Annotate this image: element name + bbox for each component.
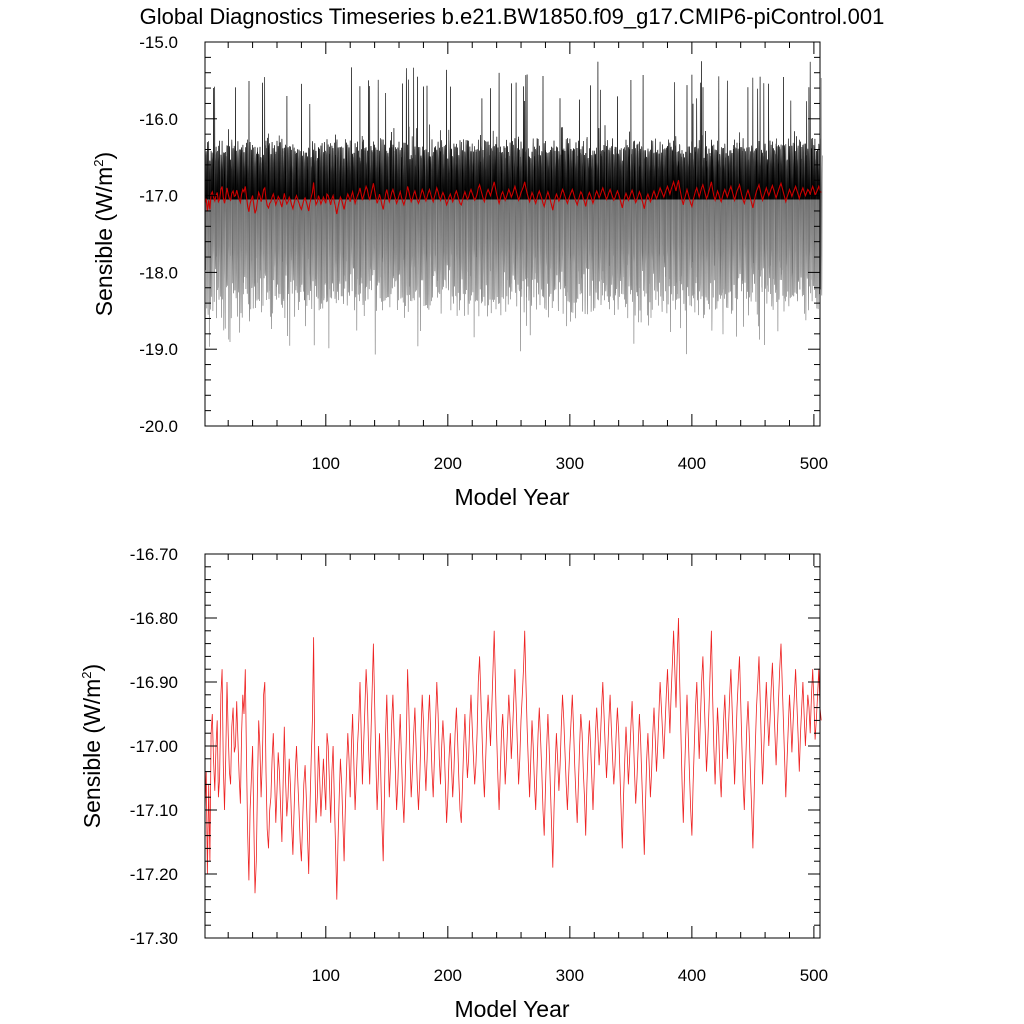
top-monthly-series-upper [205, 61, 820, 200]
bottom-y-tick-label: -16.70 [130, 545, 178, 564]
bottom-y-axis-label-close: ) [79, 664, 105, 672]
top-x-tick-label: 300 [556, 454, 584, 473]
top-y-axis-label: Sensible (W/m2) [91, 152, 117, 316]
bottom-x-tick-label: 400 [678, 966, 706, 985]
bottom-plot-frame [204, 553, 821, 939]
bottom-x-tick-label: 100 [312, 966, 340, 985]
bottom-x-tick-label: 200 [434, 966, 462, 985]
bottom-x-tick-label: 500 [800, 966, 828, 985]
bottom-panel: -17.30 -17.20 -17.10 -17.00 -16.90 -16.80 -16.… [79, 545, 828, 1022]
figure-title: Global Diagnostics Timeseries b.e21.BW18… [140, 4, 885, 29]
bottom-y-axis-label: Sensible (W/m2) [79, 664, 105, 828]
bottom-x-tick-label: 300 [556, 966, 584, 985]
top-y-tick-label: -16.0 [139, 110, 178, 129]
top-panel: -20.0 -19.0 -18.0 -17.0 -16.0 -15.0 100 200 300… [91, 33, 828, 510]
top-y-ticks: -20.0 -19.0 -18.0 -17.0 -16.0 -15.0 [139, 33, 820, 436]
top-x-axis-label: Model Year [454, 484, 569, 510]
bottom-y-axis-label-sup: 2 [79, 671, 94, 678]
bottom-y-tick-label: -16.90 [130, 673, 178, 692]
bottom-annual-mean-line [204, 617, 822, 900]
top-plot-frame [204, 41, 821, 427]
top-y-tick-label: -19.0 [139, 340, 178, 359]
bottom-y-tick-label: -17.20 [130, 865, 178, 884]
top-x-tick-label: 200 [434, 454, 462, 473]
top-x-tick-label: 500 [800, 454, 828, 473]
top-y-tick-label: -17.0 [139, 187, 178, 206]
top-y-tick-label: -20.0 [139, 417, 178, 436]
top-x-tick-label: 100 [312, 454, 340, 473]
top-y-axis-label-close: ) [91, 152, 117, 160]
bottom-y-tick-label: -17.00 [130, 737, 178, 756]
bottom-y-tick-label: -17.10 [130, 801, 178, 820]
bottom-y-tick-label: -17.30 [130, 929, 178, 948]
bottom-x-axis-label: Model Year [454, 996, 569, 1022]
top-annual-mean-line [204, 179, 822, 215]
top-x-tick-label: 400 [678, 454, 706, 473]
top-y-tick-label: -15.0 [139, 33, 178, 52]
top-y-tick-label: -18.0 [139, 263, 178, 282]
top-y-axis-label-sup: 2 [91, 159, 106, 166]
top-plot-area [204, 61, 823, 355]
bottom-plot-area [204, 617, 822, 900]
top-x-ticks: 100 200 300 400 500 [227, 42, 828, 473]
bottom-x-ticks: 100 200 300 400 500 [227, 554, 828, 985]
top-monthly-series-lower [204, 61, 823, 355]
bottom-y-tick-label: -16.80 [130, 609, 178, 628]
